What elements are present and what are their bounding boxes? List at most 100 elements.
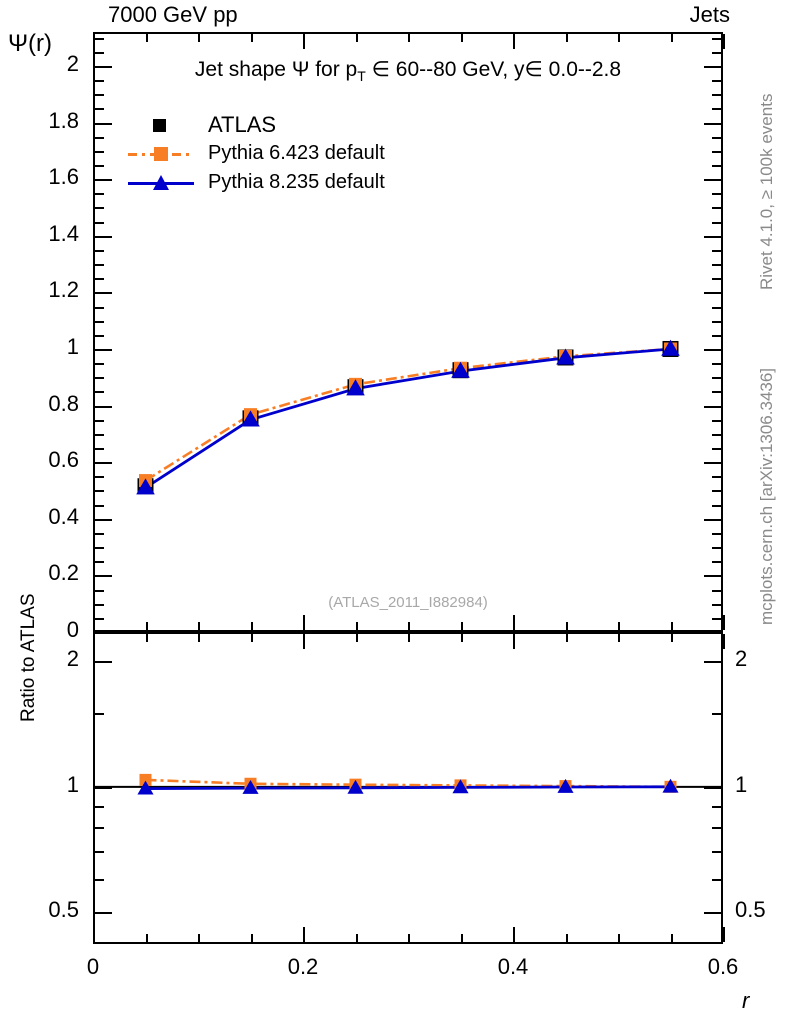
legend-item-pythia8[interactable]: Pythia 8.235 default <box>128 168 385 197</box>
y-tick-major-ratio <box>95 786 112 789</box>
x-tick-minor-main-bottom <box>250 622 253 630</box>
y-tick-major-main-right <box>704 179 721 182</box>
y-tick-minor-main <box>95 363 104 366</box>
y-tick-label-main: 1.2 <box>48 277 79 303</box>
x-tick-major-ratio-top <box>723 634 725 649</box>
x-tick-minor-ratio-top <box>408 634 410 642</box>
y-tick-label-ratio-right: 0.5 <box>735 897 766 923</box>
x-tick-minor-main-bottom <box>618 622 620 630</box>
x-tick-minor-main-bottom <box>670 622 673 630</box>
y-tick-minor-main <box>95 51 104 54</box>
y-tick-label-ratio-right: 2 <box>735 646 748 672</box>
x-tick-minor-main-top <box>250 34 253 42</box>
y-tick-minor-main-right <box>712 51 721 54</box>
y-tick-minor-main-right <box>712 249 721 252</box>
y-tick-minor-main-right <box>712 448 721 451</box>
y-tick-minor-ratio <box>95 879 104 882</box>
legend-label-pythia6: Pythia 6.423 default <box>208 142 385 164</box>
y-tick-minor-main <box>95 334 104 337</box>
x-tick-minor-main-bottom <box>408 622 410 630</box>
x-tick-major-main-bottom <box>513 615 515 630</box>
x-tick-major-ratio-bottom <box>723 927 725 942</box>
x-tick-minor-ratio-bottom <box>198 934 200 942</box>
y-tick-label-main: 0.8 <box>48 390 79 416</box>
y-tick-minor-ratio <box>95 713 104 716</box>
y-tick-major-ratio <box>95 912 112 915</box>
x-tick-major-main-bottom <box>303 615 305 630</box>
y-tick-label-main: 0.4 <box>48 503 79 529</box>
x-tick-major-main-top <box>723 34 725 49</box>
y-tick-minor-main <box>95 207 104 210</box>
x-tick-label: 0.4 <box>497 954 529 979</box>
y-tick-minor-main <box>95 193 104 196</box>
square-marker-icon <box>154 146 168 161</box>
y-tick-label-ratio-right: 1 <box>735 771 748 797</box>
y-tick-major-main-right <box>704 65 721 68</box>
y-tick-minor-main-right <box>712 94 721 97</box>
y-tick-major-main <box>95 348 112 351</box>
x-axis-label: r <box>742 988 750 1013</box>
y-tick-minor-main <box>95 603 104 606</box>
y-tick-major-main <box>95 632 112 634</box>
y-tick-major-main-right <box>704 122 721 125</box>
x-tick-major-main-bottom <box>93 615 95 630</box>
triangle-marker-icon <box>153 174 169 190</box>
y-tick-minor-main-right <box>712 391 721 394</box>
y-tick-major-main <box>95 65 112 68</box>
plot-title: Jet shape Ψ for pT ∈ 60--80 GeV, y∈ 0.0-… <box>93 57 723 84</box>
y-tick-minor-main <box>95 249 104 252</box>
beam-energy-label: 7000 GeV pp <box>108 2 238 27</box>
x-tick-minor-main-top <box>618 34 620 42</box>
x-tick-minor-main-bottom <box>198 622 200 630</box>
y-tick-minor-main <box>95 490 104 493</box>
x-tick-major-ratio-bottom <box>93 927 95 942</box>
x-tick-label: 0 <box>86 954 100 979</box>
analysis-category-label: Jets <box>689 2 730 27</box>
y-tick-minor-main <box>95 37 104 40</box>
y-tick-minor-main-right <box>712 377 721 380</box>
analysis-id-watermark: (ATLAS_2011_I882984) <box>328 594 488 611</box>
y-tick-minor-main-right <box>712 108 721 111</box>
x-tick-minor-main-bottom <box>565 622 568 630</box>
x-tick-minor-ratio-top <box>355 634 358 642</box>
y-tick-minor-ratio-right <box>712 827 721 830</box>
y-tick-major-main-right <box>704 518 721 521</box>
y-tick-minor-main-right <box>712 193 721 196</box>
y-tick-minor-ratio <box>95 805 104 808</box>
y-tick-major-main <box>95 462 112 465</box>
x-tick-minor-ratio-top <box>618 634 620 642</box>
x-tick-major-ratio-top <box>513 634 515 649</box>
x-tick-minor-ratio-top <box>460 634 463 642</box>
y-tick-label-main: 0.6 <box>48 447 79 473</box>
y-tick-minor-main-right <box>712 363 721 366</box>
title-prefix: Jet shape <box>194 58 292 81</box>
y-tick-label-ratio: 2 <box>66 646 79 672</box>
x-tick-minor-main-top <box>460 34 463 42</box>
y-tick-minor-main <box>95 504 104 507</box>
y-tick-minor-main-right <box>712 433 721 436</box>
x-tick-minor-main-bottom <box>355 622 358 630</box>
y-tick-label-main: 1.8 <box>48 107 79 133</box>
y-tick-major-main <box>95 405 112 408</box>
y-tick-label-main: 2 <box>66 50 79 76</box>
x-tick-minor-main-top <box>565 34 568 42</box>
y-tick-minor-main-right <box>712 37 721 40</box>
x-tick-minor-ratio-bottom <box>618 934 620 942</box>
y-tick-minor-main <box>95 433 104 436</box>
legend-item-pythia6[interactable]: Pythia 6.423 default <box>128 139 385 168</box>
legend-item-atlas[interactable]: ATLAS <box>128 110 385 139</box>
y-tick-minor-ratio-right <box>712 851 721 854</box>
title-mid: for p <box>309 58 358 81</box>
x-tick-minor-main-top <box>670 34 673 42</box>
y-axis-label-main: Ψ(r) <box>8 30 53 57</box>
ratio-plot-panel <box>93 632 723 944</box>
y-tick-minor-main-right <box>712 306 721 309</box>
y-tick-minor-main <box>95 476 104 479</box>
y-tick-major-main <box>95 575 112 578</box>
y-tick-minor-main-right <box>712 490 721 493</box>
y-tick-major-ratio-right <box>704 912 721 915</box>
y-tick-minor-ratio-right <box>712 879 721 882</box>
y-tick-minor-main <box>95 419 104 422</box>
x-tick-label: 0.6 <box>707 954 739 979</box>
x-tick-minor-ratio-bottom <box>670 934 673 942</box>
